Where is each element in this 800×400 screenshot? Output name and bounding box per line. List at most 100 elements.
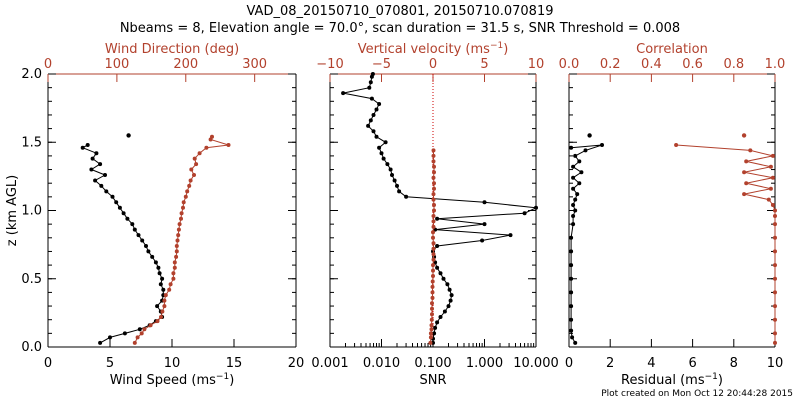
data-point xyxy=(192,156,197,161)
x-bottom-tick-label: 2 xyxy=(606,356,614,371)
panel-3: 0 2 4 6 8 10 Residual (ms−1) 0.0 0.2 0.4 0.6 0.8 1.0… xyxy=(559,42,786,388)
data-point xyxy=(573,197,578,202)
data-point xyxy=(371,113,376,117)
data-point xyxy=(210,134,214,139)
data-point xyxy=(160,309,165,314)
series-vertical-velocity xyxy=(428,148,436,345)
isolated-point xyxy=(126,133,131,138)
x-top-axis-label: Vertical velocity (ms−1) xyxy=(358,41,509,57)
x-top-tick-label: 1.0 xyxy=(765,57,786,72)
data-point xyxy=(674,143,679,147)
data-point xyxy=(571,222,576,227)
data-point xyxy=(381,156,386,161)
x-bottom-axis-label-text: Residual (ms xyxy=(621,373,705,388)
data-point xyxy=(139,331,144,336)
x-bottom-axis-label-end: ) xyxy=(229,373,234,388)
data-point xyxy=(377,145,382,150)
data-point xyxy=(377,102,382,106)
x-top-axis-label-text: Wind Direction (deg) xyxy=(105,42,239,57)
data-point xyxy=(773,276,777,281)
data-point xyxy=(773,290,777,295)
data-point xyxy=(122,331,127,336)
data-point xyxy=(773,263,777,268)
data-point xyxy=(160,276,165,281)
series-wind-speed xyxy=(80,133,166,345)
data-point xyxy=(171,271,176,276)
data-point xyxy=(125,216,130,221)
data-point xyxy=(571,214,576,218)
data-point xyxy=(442,309,447,314)
data-point xyxy=(110,194,115,199)
x-top-tick-label: 10 xyxy=(528,57,545,72)
x-top-tick-label: −10 xyxy=(316,57,343,72)
data-point xyxy=(374,107,379,112)
data-point xyxy=(374,134,379,139)
data-point xyxy=(573,340,578,345)
data-point xyxy=(192,173,196,177)
data-point xyxy=(770,203,775,207)
data-point xyxy=(130,222,135,227)
x-top-tick-label: 200 xyxy=(173,57,198,72)
data-point xyxy=(773,331,777,336)
data-point xyxy=(174,254,179,259)
x-top-axis-label-text: Correlation xyxy=(636,42,708,57)
x-bottom-axis-label-sup: −1 xyxy=(216,372,229,382)
series-line xyxy=(134,136,229,344)
series-line xyxy=(81,144,164,344)
data-point xyxy=(773,222,777,227)
y-tick-label: 1.0 xyxy=(21,204,42,219)
data-point xyxy=(172,265,177,270)
data-point xyxy=(114,200,119,205)
data-point xyxy=(748,148,753,153)
data-point xyxy=(431,241,436,246)
data-point xyxy=(390,173,394,177)
x-bottom-tick-label: 20 xyxy=(288,356,305,371)
data-point xyxy=(117,205,122,210)
y-tick-label: 1.5 xyxy=(21,135,42,150)
data-point xyxy=(431,148,436,153)
plot-credit: Plot created on Mon Oct 12 20:44:28 2015 xyxy=(601,389,793,399)
data-point xyxy=(369,96,374,101)
data-point xyxy=(431,257,436,262)
data-point xyxy=(571,203,576,207)
data-point xyxy=(522,211,527,216)
data-point xyxy=(99,183,104,188)
data-point xyxy=(430,306,434,311)
data-point xyxy=(431,268,435,273)
data-point xyxy=(194,162,199,167)
x-top-axis-label-sup: −1 xyxy=(490,41,503,51)
data-point xyxy=(432,164,436,169)
data-point xyxy=(90,156,95,161)
x-bottom-axis-label: Wind Speed (ms−1) xyxy=(110,372,235,388)
data-point xyxy=(395,183,399,188)
data-point xyxy=(379,151,384,156)
data-point xyxy=(569,317,574,322)
data-point xyxy=(431,235,435,240)
data-point xyxy=(150,254,155,259)
x-top-tick-label: 0 xyxy=(429,57,437,72)
data-point xyxy=(174,244,179,248)
data-point xyxy=(177,222,182,227)
y-tick-label: 0.5 xyxy=(21,272,42,287)
data-point xyxy=(197,151,202,156)
data-point xyxy=(742,170,747,175)
figure-subtitle: Nbeams = 8, Elevation angle = 70.0°, sca… xyxy=(120,21,680,36)
data-point xyxy=(108,335,112,340)
data-point xyxy=(431,230,435,235)
data-point xyxy=(181,200,186,205)
data-point xyxy=(367,85,372,90)
x-bottom-tick-label: 4 xyxy=(647,356,655,371)
data-point xyxy=(368,118,373,123)
data-point xyxy=(569,290,574,295)
x-bottom-tick-label: 8 xyxy=(730,356,738,371)
data-point xyxy=(121,211,126,216)
data-point xyxy=(430,284,435,289)
series-line xyxy=(570,144,603,344)
data-point xyxy=(431,197,436,202)
data-point xyxy=(89,167,94,172)
data-point xyxy=(429,327,434,332)
data-point xyxy=(146,249,151,254)
data-point xyxy=(433,325,438,330)
x-top-tick-label: 300 xyxy=(242,57,267,72)
